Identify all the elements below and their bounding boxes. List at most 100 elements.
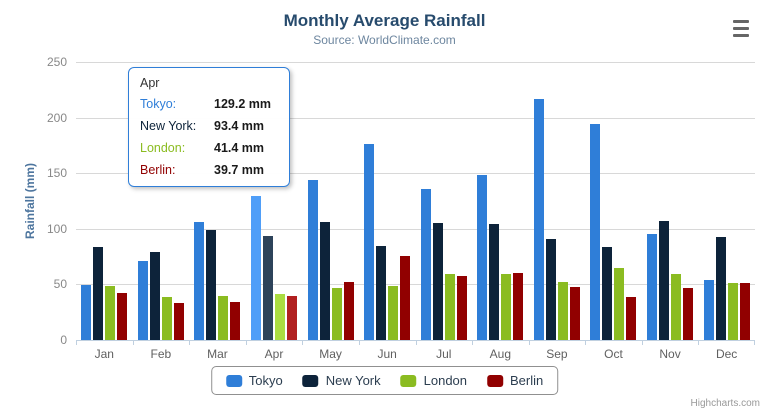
bar-tokyo-nov[interactable] bbox=[647, 233, 658, 340]
y-axis-label: 100 bbox=[46, 221, 67, 236]
bar-berlin-dec[interactable] bbox=[739, 283, 750, 340]
bar-tokyo-aug[interactable] bbox=[477, 174, 488, 340]
legend-item-new-york[interactable]: New York bbox=[302, 373, 381, 388]
x-axis-label-may: May bbox=[319, 347, 342, 361]
bar-new-york-nov[interactable] bbox=[659, 221, 670, 340]
tooltip-series-value: 39.7 mm bbox=[214, 163, 265, 177]
bar-berlin-oct[interactable] bbox=[626, 296, 637, 340]
grid-line bbox=[76, 284, 755, 286]
legend-item-tokyo[interactable]: Tokyo bbox=[225, 373, 283, 388]
category-group-jun bbox=[359, 62, 416, 340]
chart-subtitle: Source: WorldClimate.com bbox=[313, 33, 456, 47]
x-axis-label-feb: Feb bbox=[150, 347, 172, 361]
category-group-sep bbox=[529, 62, 586, 340]
x-axis-tick bbox=[189, 340, 191, 345]
bar-new-york-sep[interactable] bbox=[545, 238, 556, 340]
x-axis-labels: Jan Feb Mar Apr May Jun Jul Aug Sep Oct Nov Dec bbox=[76, 347, 755, 361]
hamburger-menu-icon[interactable] bbox=[731, 20, 751, 37]
bar-london-jun[interactable] bbox=[388, 286, 399, 340]
grid-line bbox=[76, 62, 755, 63]
bar-london-dec[interactable] bbox=[727, 283, 738, 340]
bar-tokyo-may[interactable] bbox=[307, 179, 318, 340]
category-group-aug bbox=[472, 62, 529, 340]
bar-berlin-jan[interactable] bbox=[117, 292, 128, 340]
bar-tokyo-dec[interactable] bbox=[703, 279, 714, 340]
bar-new-york-jul[interactable] bbox=[432, 223, 443, 340]
x-axis-tick bbox=[132, 340, 134, 345]
bar-tokyo-jul[interactable] bbox=[420, 189, 431, 340]
x-axis-tick bbox=[472, 340, 474, 345]
bar-berlin-aug[interactable] bbox=[513, 272, 524, 340]
bar-new-york-oct[interactable] bbox=[602, 247, 613, 340]
x-axis-label-jan: Jan bbox=[94, 347, 114, 361]
grid-line bbox=[76, 228, 755, 230]
bar-new-york-mar[interactable] bbox=[206, 230, 217, 340]
legend-label: Berlin bbox=[510, 373, 544, 388]
y-axis-label: 250 bbox=[46, 55, 67, 69]
bar-berlin-feb[interactable] bbox=[173, 303, 184, 340]
bar-tokyo-jun[interactable] bbox=[364, 144, 375, 340]
tooltip: Apr Tokyo: 129.2 mm New York: 93.4 mm London… bbox=[128, 67, 290, 187]
bar-berlin-apr[interactable] bbox=[287, 295, 298, 340]
bar-tokyo-apr[interactable] bbox=[251, 196, 262, 340]
bars-layer bbox=[76, 62, 755, 340]
x-axis-label-nov: Nov bbox=[659, 347, 681, 361]
bar-berlin-mar[interactable] bbox=[230, 301, 241, 340]
x-axis-label-aug: Aug bbox=[489, 347, 512, 361]
bar-new-york-dec[interactable] bbox=[715, 237, 726, 340]
tooltip-series-label: New York: bbox=[140, 119, 197, 133]
category-group-apr bbox=[246, 62, 303, 340]
bar-london-jul[interactable] bbox=[444, 274, 455, 340]
bar-london-oct[interactable] bbox=[614, 267, 625, 340]
bar-london-nov[interactable] bbox=[671, 274, 682, 340]
bar-berlin-jul[interactable] bbox=[456, 276, 467, 340]
grid-line bbox=[76, 173, 755, 175]
x-axis-tick bbox=[245, 340, 247, 345]
hamburger-bar bbox=[733, 34, 749, 37]
y-axis-label: 0 bbox=[60, 333, 67, 347]
x-axis-tick bbox=[585, 340, 587, 345]
bar-new-york-aug[interactable] bbox=[489, 224, 500, 340]
bar-berlin-nov[interactable] bbox=[683, 287, 694, 340]
bar-new-york-apr[interactable] bbox=[263, 236, 274, 340]
x-axis-tick bbox=[302, 340, 304, 345]
bar-tokyo-jan[interactable] bbox=[81, 284, 92, 340]
tooltip-category: Apr bbox=[140, 76, 160, 90]
highcharts-credit-link[interactable]: Highcharts.com bbox=[690, 398, 760, 409]
bar-new-york-jun[interactable] bbox=[376, 246, 387, 340]
bar-tokyo-feb[interactable] bbox=[137, 260, 148, 340]
category-group-dec bbox=[698, 62, 755, 340]
bar-berlin-may[interactable] bbox=[343, 281, 354, 340]
tooltip-series-label: Berlin: bbox=[140, 163, 176, 177]
bar-london-sep[interactable] bbox=[557, 281, 568, 340]
category-group-feb bbox=[133, 62, 190, 340]
x-axis-tick bbox=[641, 340, 643, 345]
category-group-may bbox=[302, 62, 359, 340]
category-group-jan bbox=[76, 62, 133, 340]
legend-swatch-icon bbox=[225, 374, 242, 387]
category-group-nov bbox=[642, 62, 699, 340]
legend-item-london[interactable]: London bbox=[400, 373, 467, 388]
legend: Tokyo New York London Berlin bbox=[210, 366, 559, 395]
bar-london-feb[interactable] bbox=[161, 296, 172, 340]
bar-tokyo-mar[interactable] bbox=[194, 221, 205, 340]
category-group-jul bbox=[415, 62, 472, 340]
bar-tokyo-oct[interactable] bbox=[590, 124, 601, 340]
hamburger-bar bbox=[733, 27, 749, 30]
tooltip-series-label: London: bbox=[140, 141, 186, 155]
tooltip-series-label: Tokyo: bbox=[140, 97, 177, 111]
bar-london-aug[interactable] bbox=[501, 273, 512, 340]
tooltip-series-value: 93.4 mm bbox=[214, 119, 265, 133]
hamburger-bar bbox=[733, 20, 749, 23]
bar-london-mar[interactable] bbox=[218, 296, 229, 340]
bar-london-jan[interactable] bbox=[105, 285, 116, 340]
bar-berlin-sep[interactable] bbox=[569, 287, 580, 340]
bar-new-york-feb[interactable] bbox=[149, 252, 160, 340]
bar-berlin-jun[interactable] bbox=[400, 256, 411, 340]
bar-tokyo-sep[interactable] bbox=[533, 99, 544, 340]
bar-new-york-may[interactable] bbox=[319, 222, 330, 340]
legend-item-berlin[interactable]: Berlin bbox=[487, 373, 543, 388]
bar-london-apr[interactable] bbox=[275, 293, 286, 340]
bar-london-may[interactable] bbox=[331, 287, 342, 340]
bar-new-york-jan[interactable] bbox=[93, 247, 104, 340]
